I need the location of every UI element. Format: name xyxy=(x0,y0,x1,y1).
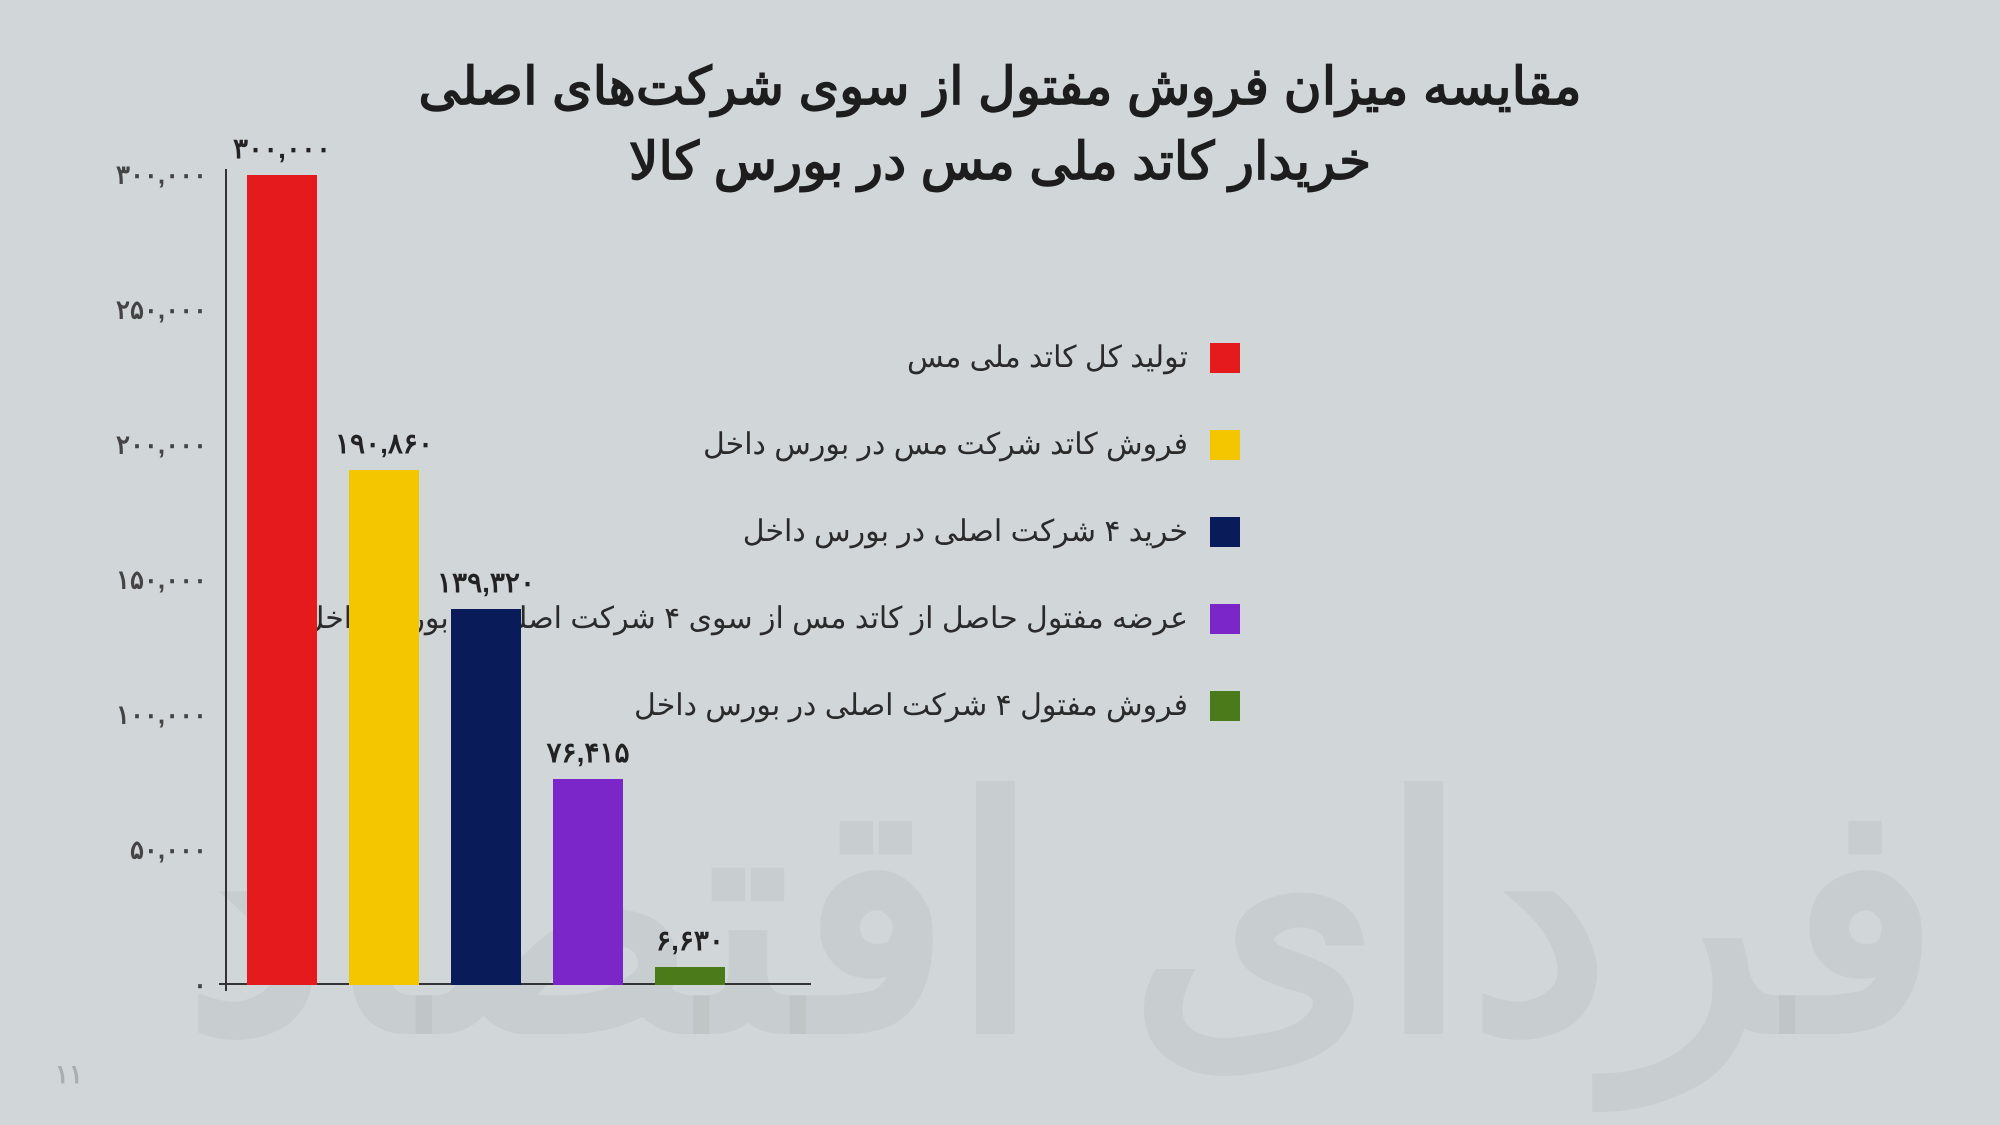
bar-value-label: ۱۹۰,۸۶۰ xyxy=(335,427,433,460)
y-tick-label: ۱۵۰,۰۰۰ xyxy=(116,565,207,596)
legend-swatch xyxy=(1210,343,1240,373)
y-tick-label: ۱۰۰,۰۰۰ xyxy=(116,700,207,731)
legend-swatch xyxy=(1210,517,1240,547)
y-tick-label: ۰ xyxy=(193,970,207,1001)
legend-swatch xyxy=(1210,604,1240,634)
y-tick-label: ۵۰,۰۰۰ xyxy=(130,835,207,866)
title-line-1: مقایسه میزان فروش مفتول از سوی شرکت‌های … xyxy=(80,50,1920,125)
y-tick-label: ۲۰۰,۰۰۰ xyxy=(116,430,207,461)
bar-value-label: ۳۰۰,۰۰۰ xyxy=(233,132,331,165)
bar-total: ۳۰۰,۰۰۰ xyxy=(247,175,317,985)
bar-offer4: ۷۶,۴۱۵ xyxy=(553,779,623,985)
y-axis-line xyxy=(225,169,227,991)
y-tick-label: ۲۵۰,۰۰۰ xyxy=(116,295,207,326)
bar-chart: ۰۵۰,۰۰۰۱۰۰,۰۰۰۱۵۰,۰۰۰۲۰۰,۰۰۰۲۵۰,۰۰۰۳۰۰,۰… xyxy=(225,175,805,985)
page-number: ۱۱ xyxy=(55,1059,83,1090)
bar-buy4: ۱۳۹,۳۲۰ xyxy=(451,609,521,985)
y-tick-label: ۳۰۰,۰۰۰ xyxy=(116,160,207,191)
bar-sale4: ۶,۶۳۰ xyxy=(655,967,725,985)
legend-swatch xyxy=(1210,691,1240,721)
chart-plot-area: ۰۵۰,۰۰۰۱۰۰,۰۰۰۱۵۰,۰۰۰۲۰۰,۰۰۰۲۵۰,۰۰۰۳۰۰,۰… xyxy=(225,175,805,985)
legend-swatch xyxy=(1210,430,1240,460)
bar-value-label: ۶,۶۳۰ xyxy=(656,924,724,957)
legend-label: تولید کل کاتد ملی مس xyxy=(907,340,1188,375)
legend-label: خرید ۴ شرکت اصلی در بورس داخل xyxy=(743,514,1188,549)
bar-value-label: ۱۳۹,۳۲۰ xyxy=(437,566,535,599)
bar-value-label: ۷۶,۴۱۵ xyxy=(547,736,630,769)
bar-sales: ۱۹۰,۸۶۰ xyxy=(349,470,419,985)
